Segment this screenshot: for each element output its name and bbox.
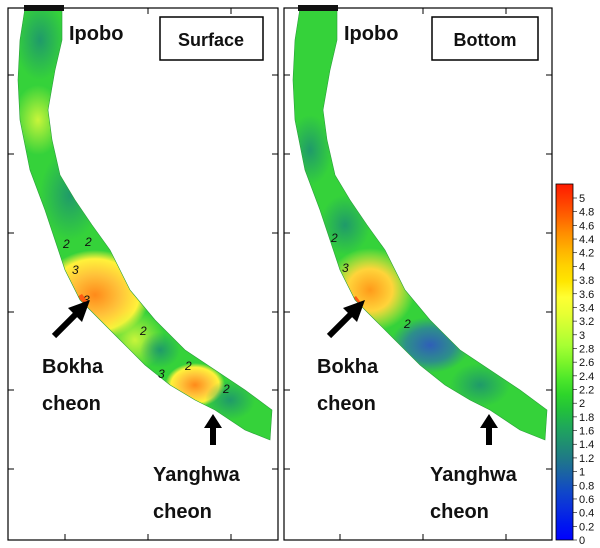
ipobo-label: Ipobo [344, 23, 398, 45]
colorbar-tick-label: 3 [579, 330, 585, 342]
tick-marks [8, 8, 552, 540]
bokha-label-line1: Bokha [317, 356, 379, 378]
colorbar-tick-label: 2.2 [579, 385, 594, 397]
contour-label: 2 [403, 317, 411, 331]
colorbar-tick-label: 2.8 [579, 343, 594, 355]
colorbar-tick-label: 4.8 [579, 207, 594, 219]
colorbar-tick-label: 2.4 [579, 371, 594, 383]
colorbar-tick-label: 1 [579, 467, 585, 479]
colorbar-tick-label: 0.2 [579, 521, 594, 533]
colorbar-tick-label: 2 [579, 398, 585, 410]
colorbar-tick-label: 3.4 [579, 302, 594, 314]
yanghwa-arrow-icon [480, 414, 498, 445]
surface-title-box [159, 16, 264, 61]
contour-label: 3 [342, 261, 349, 275]
contour-label: 3 [72, 263, 79, 277]
yanghwa-label-line1: Yanghwa [153, 464, 241, 486]
yanghwa-label-line1: Yanghwa [430, 464, 518, 486]
colorbar-tick-label: 4.4 [579, 234, 594, 246]
colorbar-bar [555, 183, 574, 541]
bottom-title-box [431, 16, 539, 61]
contour-label: 2 [84, 235, 92, 249]
bottom-title: Bottom [454, 30, 517, 50]
colorbar-tick-label: 3.6 [579, 289, 594, 301]
contour-label: 2 [62, 237, 70, 251]
colorbar-tick-label: 4.6 [579, 220, 594, 232]
colorbar-ticks: 5 4.84.6 4.4 4.24 3.8 3.63.4 3.2 32.8 2.6 2.4 2.22… [573, 193, 594, 547]
contour-label: 2 [184, 359, 192, 373]
bottom-panel-frame [283, 7, 553, 541]
colorbar-tick-label: 0 [579, 535, 585, 547]
colorbar-tick-label: 3.2 [579, 316, 594, 328]
bokha-label-line1: Bokha [42, 356, 104, 378]
contour-label: 3 [83, 293, 90, 307]
bokha-arrow-icon [51, 300, 90, 339]
colorbar-tick-label: 4.2 [579, 248, 594, 260]
colorbar-tick-label: 4 [579, 261, 585, 273]
bottom-ipobo-marker [298, 5, 338, 11]
yanghwa-label-line2: cheon [430, 501, 489, 523]
bottom-contour-labels: 2 3 2 [330, 231, 411, 331]
colorbar-tick-label: 0.4 [579, 508, 594, 520]
contour-label: 2 [330, 231, 338, 245]
bokha-label-line2: cheon [42, 393, 101, 415]
colorbar-tick-label: 2.6 [579, 357, 594, 369]
surface-contour-labels: 2 2 3 2 2 3 2 3 [62, 235, 230, 396]
yanghwa-arrow-icon [204, 414, 222, 445]
contour-label: 2 [222, 382, 230, 396]
colorbar-tick-label: 5 [579, 193, 585, 205]
surface-ipobo-marker [24, 5, 64, 11]
surface-title: Surface [178, 30, 244, 50]
colorbar-tick-label: 3.8 [579, 275, 594, 287]
bokha-label-line2: cheon [317, 393, 376, 415]
contour-label: 3 [158, 367, 165, 381]
colorbar: 5 4.84.6 4.4 4.24 3.8 3.63.4 3.2 32.8 2.6 2.4 2.22… [555, 183, 594, 547]
bokha-arrow-icon [326, 300, 365, 339]
yanghwa-label-line2: cheon [153, 501, 212, 523]
ipobo-label: Ipobo [69, 23, 123, 45]
colorbar-tick-label: 0.8 [579, 480, 594, 492]
colorbar-tick-label: 1.4 [579, 439, 594, 451]
colorbar-tick-label: 1.2 [579, 453, 594, 465]
surface-panel-frame [7, 7, 279, 541]
colorbar-tick-label: 1.6 [579, 426, 594, 438]
colorbar-tick-label: 0.6 [579, 494, 594, 506]
colorbar-tick-label: 1.8 [579, 412, 594, 424]
contour-label: 2 [139, 324, 147, 338]
